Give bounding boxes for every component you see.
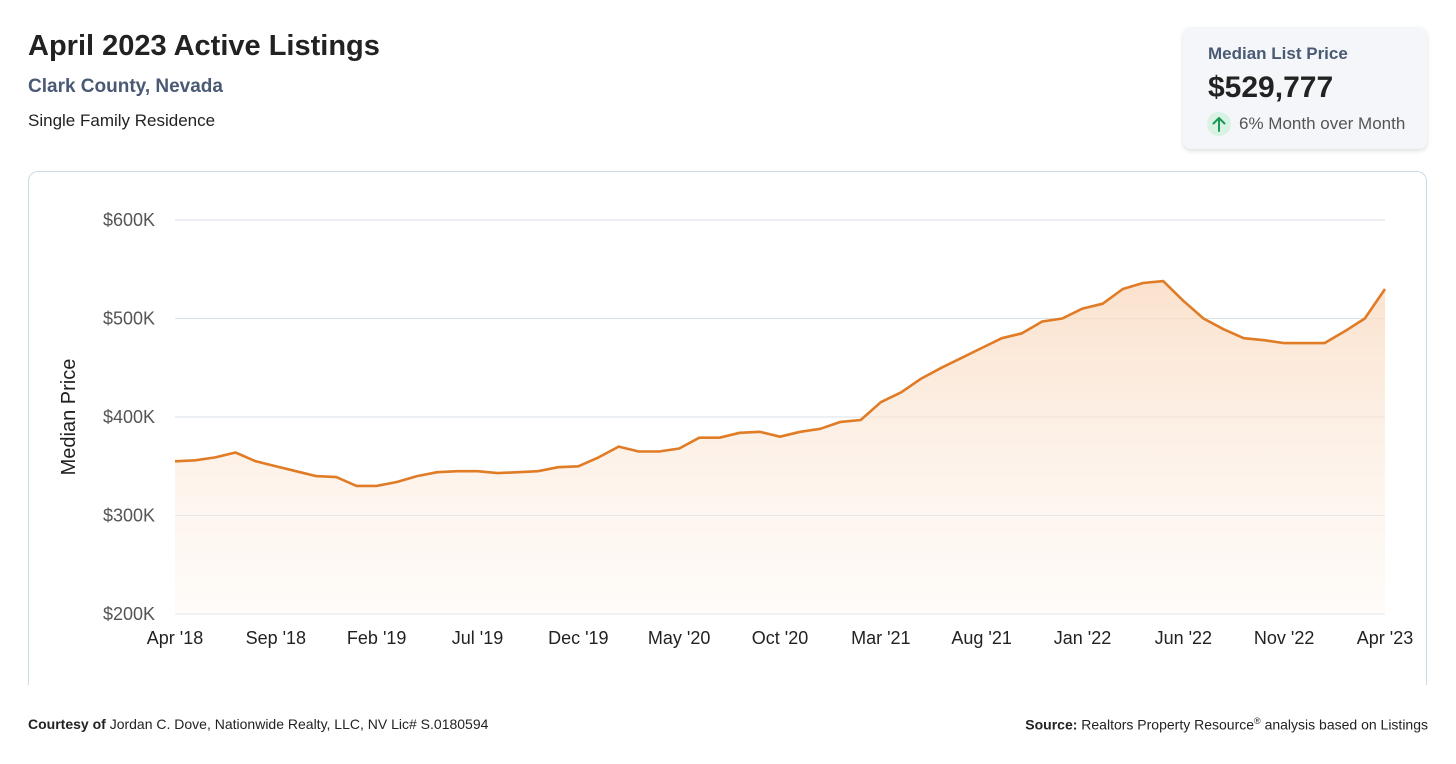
location-subtitle: Clark County, Nevada bbox=[28, 76, 223, 97]
x-tick-label: Oct '20 bbox=[752, 628, 808, 648]
x-tick-label: Feb '19 bbox=[347, 628, 406, 648]
chart-frame bbox=[28, 171, 1427, 685]
median-list-price-card: Median List Price $529,777 6% Month over… bbox=[1183, 27, 1427, 149]
y-axis-ticks: $200K $300K $400K $500K $600K bbox=[103, 210, 155, 624]
x-tick-label: Apr '18 bbox=[147, 628, 203, 648]
page-title: April 2023 Active Listings bbox=[28, 30, 380, 62]
source-footer: Source: Realtors Property Resource® anal… bbox=[1025, 716, 1428, 733]
courtesy-footer: Courtesy of Jordan C. Dove, Nationwide R… bbox=[28, 716, 488, 732]
source-text-tail: analysis based on Listings bbox=[1264, 716, 1428, 733]
x-tick-label: Apr '23 bbox=[1357, 628, 1413, 648]
price-line bbox=[174, 279, 1387, 488]
x-tick-label: Jul '19 bbox=[452, 628, 503, 648]
x-tick-label: Aug '21 bbox=[951, 628, 1012, 648]
courtesy-label: Courtesy of bbox=[28, 716, 106, 732]
arrow-up-icon bbox=[1207, 112, 1231, 136]
x-tick-label: Mar '21 bbox=[851, 628, 910, 648]
x-tick-label: Dec '19 bbox=[548, 628, 608, 648]
price-area bbox=[175, 281, 1385, 614]
change-text: 6% Month over Month bbox=[1239, 114, 1406, 133]
y-tick-label: $300K bbox=[103, 506, 155, 526]
x-tick-label: Jun '22 bbox=[1155, 628, 1212, 648]
stat-label: Median List Price bbox=[1208, 44, 1348, 63]
y-tick-label: $600K bbox=[103, 210, 155, 230]
x-tick-label: Jan '22 bbox=[1054, 628, 1111, 648]
source-text: Realtors Property Resource bbox=[1081, 716, 1255, 733]
y-axis-title: Median Price bbox=[58, 359, 80, 476]
x-tick-label: Sep '18 bbox=[246, 628, 307, 648]
stat-change: 6% Month over Month bbox=[1207, 111, 1405, 137]
source-label: Source: bbox=[1025, 716, 1078, 733]
registered-mark: ® bbox=[1254, 716, 1261, 726]
x-tick-label: Nov '22 bbox=[1254, 628, 1314, 648]
y-tick-label: $500K bbox=[103, 309, 155, 329]
courtesy-text: Jordan C. Dove, Nationwide Realty, LLC, … bbox=[109, 716, 489, 732]
y-tick-label: $200K bbox=[103, 604, 155, 624]
x-tick-label: May '20 bbox=[648, 628, 710, 648]
property-type-label: Single Family Residence bbox=[28, 111, 216, 130]
x-axis-ticks: Apr '18 Sep '18 Feb '19 Jul '19 Dec '19 May '… bbox=[147, 628, 1413, 648]
stat-value: $529,777 bbox=[1208, 71, 1334, 104]
y-tick-label: $400K bbox=[103, 407, 155, 427]
